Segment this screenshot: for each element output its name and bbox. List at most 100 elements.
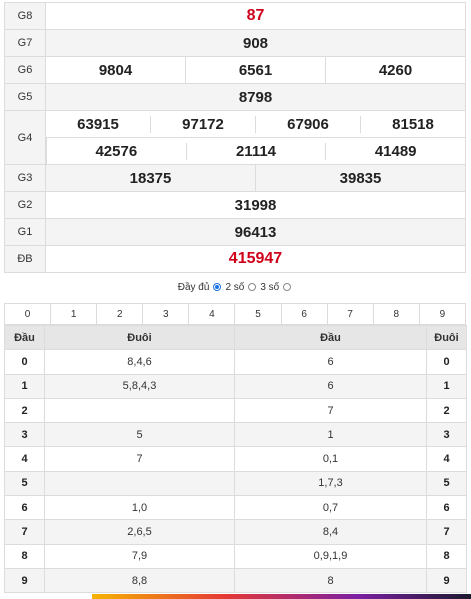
duoi-list: 5,8,4,3 — [44, 373, 235, 399]
prize-number: 4260 — [325, 57, 465, 83]
dau-list: 7 — [234, 397, 427, 424]
digit-filter-6[interactable]: 6 — [280, 304, 327, 324]
duoi-list: 1,0 — [44, 495, 235, 521]
full-radio[interactable] — [213, 283, 222, 291]
duoi-digit: 6 — [426, 495, 467, 521]
two-digit-radio[interactable] — [248, 283, 257, 291]
digit-filter-5[interactable]: 5 — [234, 304, 280, 324]
dau-digit: 9 — [4, 567, 45, 594]
prize-number: 908 — [242, 34, 269, 52]
prize-number: 96413 — [234, 223, 277, 241]
prize-row-g5: G5 8798 — [4, 83, 466, 111]
duoi-digit: 0 — [426, 349, 467, 375]
duoi-digit: 9 — [426, 567, 467, 594]
three-digit-radio[interactable] — [283, 283, 292, 291]
prize-label: G6 — [4, 56, 46, 84]
dau-list: 0,9,1,9 — [234, 543, 427, 569]
full-option-label[interactable]: Đầy đủ — [177, 281, 210, 293]
prize-results-table: G8 87 G7 908 G6 9804 6561 4260 G5 8798 G… — [4, 2, 466, 273]
dau-digit: 6 — [4, 495, 45, 521]
prize-number: 9804 — [98, 61, 133, 79]
prize-number: 31998 — [234, 196, 277, 214]
duoi-list: 8,8 — [44, 567, 235, 594]
dau-list: 1,7,3 — [234, 470, 427, 497]
prize-row-g4: G4 63915 97172 67906 81518 42576 21114 4… — [4, 110, 466, 165]
prize-number: 42576 — [95, 142, 138, 160]
dau-list: 8 — [234, 567, 427, 594]
column-header-dau: Đầu — [234, 324, 427, 351]
duoi-digit: 2 — [426, 397, 467, 424]
prize-label: G8 — [4, 2, 46, 30]
duoi-list: 7 — [44, 446, 235, 472]
prize-number: 67906 — [255, 115, 360, 133]
table-row: 9 8,8 8 9 — [4, 567, 467, 594]
column-header-duoi: Đuôi — [426, 324, 467, 351]
prize-label: G3 — [4, 164, 46, 192]
table-row: 4 7 0,1 4 — [4, 446, 467, 472]
duoi-digit: 5 — [426, 470, 467, 497]
prize-row-g3: G3 18375 39835 — [4, 164, 466, 192]
prize-number: 6561 — [185, 57, 325, 83]
dau-digit: 5 — [4, 470, 45, 497]
digit-filter-8[interactable]: 8 — [372, 304, 419, 324]
prize-number: 81518 — [360, 115, 465, 133]
prize-row-db: ĐB 415947 — [4, 245, 466, 273]
duoi-list: 8,4,6 — [44, 349, 235, 375]
digit-filter-9[interactable]: 9 — [418, 304, 465, 324]
duoi-list: 5 — [44, 422, 235, 448]
table-row: 1 5,8,4,3 6 1 — [4, 373, 467, 399]
table-row: 6 1,0 0,7 6 — [4, 495, 467, 521]
ad-banner-strip[interactable] — [92, 594, 471, 599]
digit-filter-2[interactable]: 2 — [96, 304, 142, 324]
duoi-list — [44, 397, 235, 424]
prize-number: 8798 — [238, 88, 273, 106]
dau-digit: 0 — [4, 349, 45, 375]
prize-row-g1: G1 96413 — [4, 218, 466, 246]
dau-digit: 3 — [4, 422, 45, 448]
dau-digit: 4 — [4, 446, 45, 472]
prize-number: 39835 — [255, 165, 465, 191]
prize-label: G4 — [4, 110, 46, 165]
dau-list: 6 — [234, 349, 427, 375]
duoi-digit: 1 — [426, 373, 467, 399]
prize-row-g8: G8 87 — [4, 2, 466, 30]
dau-list: 6 — [234, 373, 427, 399]
dau-list: 0,7 — [234, 495, 427, 521]
table-row: 8 7,9 0,9,1,9 8 — [4, 543, 467, 569]
digit-filter-4[interactable]: 4 — [188, 304, 234, 324]
dau-list: 8,4 — [234, 519, 427, 545]
table-row: 0 8,4,6 6 0 — [4, 349, 467, 375]
prize-number: 41489 — [325, 142, 465, 160]
digit-filter-0[interactable]: 0 — [24, 308, 31, 320]
digit-filter-bar: 0 1 2 3 4 5 6 7 8 9 — [4, 303, 466, 325]
table-row: 5 1,7,3 5 — [4, 470, 467, 497]
duoi-digit: 7 — [426, 519, 467, 545]
prize-row-g7: G7 908 — [4, 29, 466, 57]
dau-digit: 2 — [4, 397, 45, 424]
three-digit-option-label[interactable]: 3 số — [260, 281, 280, 293]
table-row: 7 2,6,5 8,4 7 — [4, 519, 467, 545]
prize-number: 18375 — [129, 169, 172, 187]
digit-filter-7[interactable]: 7 — [326, 304, 373, 324]
special-prize-number: 415947 — [228, 250, 283, 267]
prize-number: 87 — [246, 7, 265, 24]
prize-number: 63915 — [77, 115, 119, 133]
two-digit-option-label[interactable]: 2 số — [225, 281, 245, 293]
digit-filter-1[interactable]: 1 — [50, 304, 96, 324]
dau-digit: 7 — [4, 519, 45, 545]
prize-label: G7 — [4, 29, 46, 57]
prize-number: 21114 — [185, 142, 326, 160]
digit-filter-3[interactable]: 3 — [142, 304, 188, 324]
prize-row-g6: G6 9804 6561 4260 — [4, 56, 466, 84]
prize-label: ĐB — [4, 245, 46, 273]
dau-list: 1 — [234, 422, 427, 448]
duoi-list — [44, 470, 235, 497]
column-header-dau: Đầu — [4, 324, 45, 351]
duoi-list: 7,9 — [44, 543, 235, 569]
dau-duoi-table: Đầu Đuôi Đầu Đuôi 0 8,4,6 6 0 1 5,8,4,3 6 1 2 7 2 3… — [4, 324, 467, 594]
prize-label: G2 — [4, 191, 46, 219]
prize-label: G1 — [4, 218, 46, 246]
dau-digit: 8 — [4, 543, 45, 569]
